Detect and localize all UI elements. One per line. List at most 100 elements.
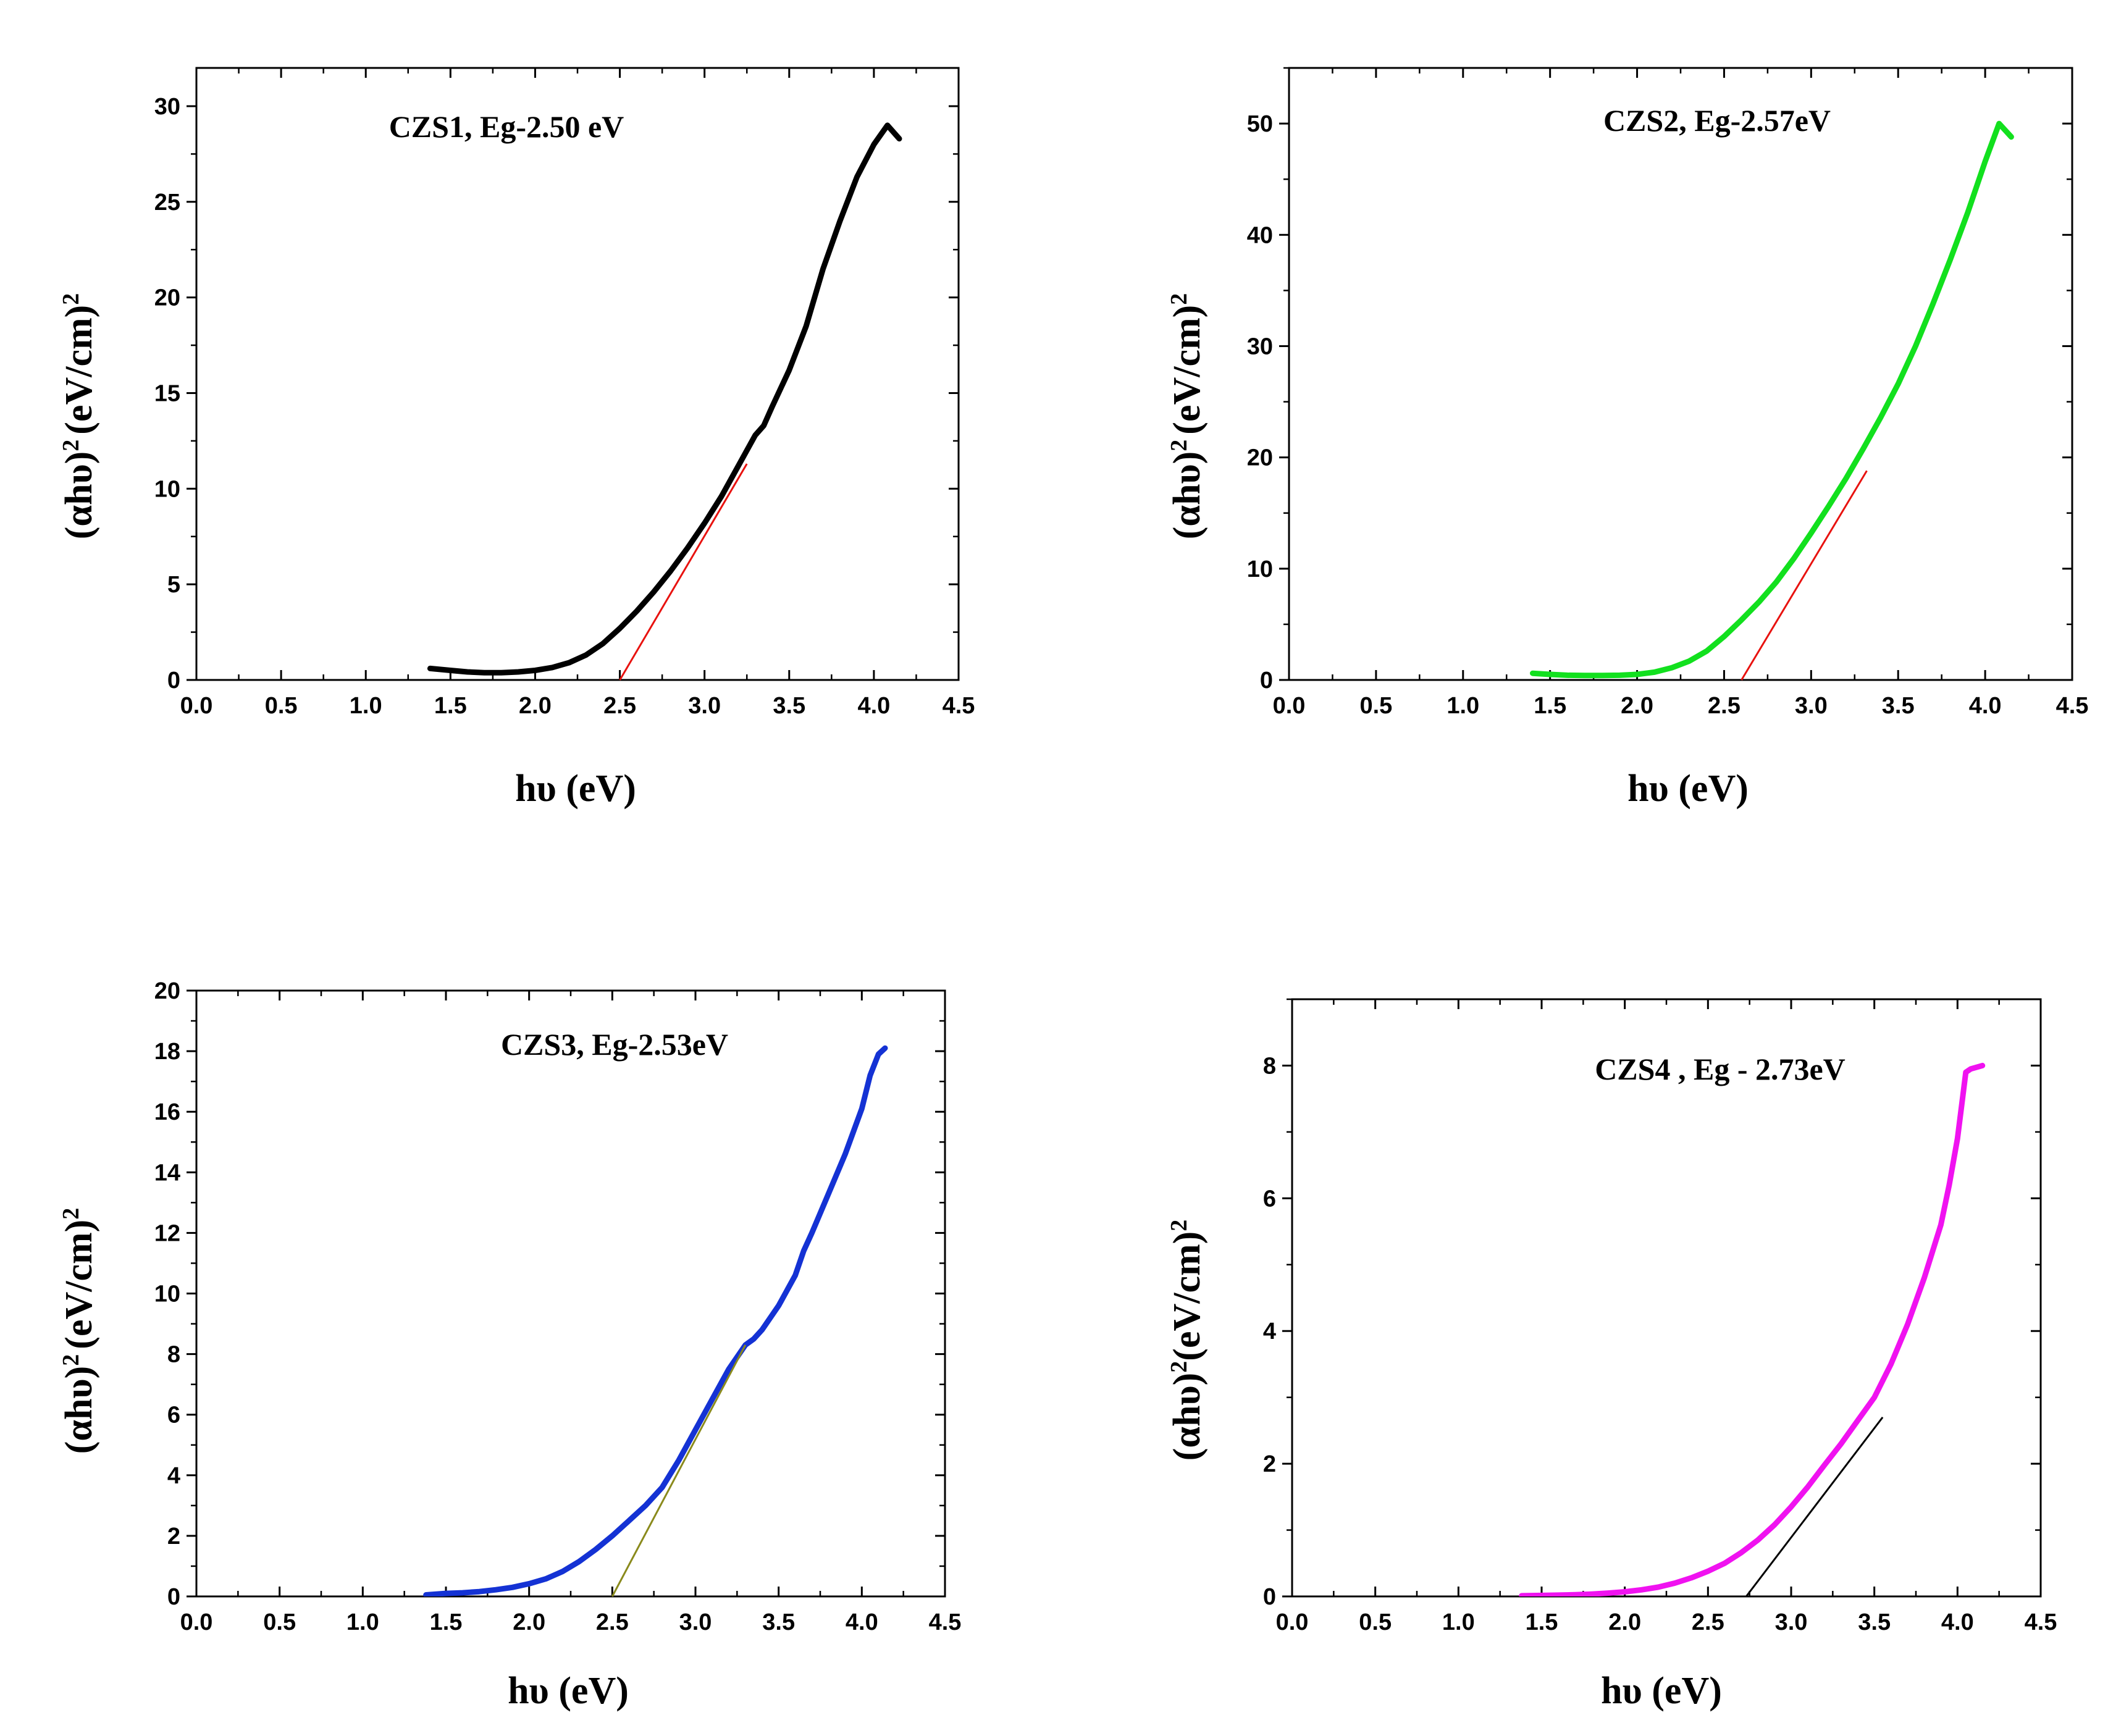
x-axis-label: hυ (eV) [515, 768, 636, 810]
chart-panel-czs3: CZS3, Eg-2.53eV hυ (eV) (αhυ)2(eV/cm)2 0… [58, 978, 961, 1712]
x-tick-label: 0.0 [1273, 693, 1306, 719]
y-tick-label: 20 [1247, 445, 1273, 471]
x-tick-label: 4.0 [857, 693, 890, 719]
x-tick-label: 3.5 [762, 1609, 795, 1635]
x-tick-label: 2.5 [596, 1609, 629, 1635]
x-tick-label: 4.5 [2056, 693, 2089, 719]
x-axis-label: hυ (eV) [508, 1670, 629, 1712]
data-series-line [1530, 120, 2014, 679]
x-tick-label: 0.0 [180, 1609, 213, 1635]
y-axis-label-unit: (eV/cm) [1166, 305, 1208, 435]
y-tick-label: 12 [154, 1220, 180, 1246]
y-tick-label: 15 [154, 380, 180, 406]
chart-title: CZS1, Eg-2.50 eV [389, 109, 624, 144]
chart-panel-czs1: CZS1, Eg-2.50 eV hυ (eV) (αhυ)2(eV/cm)2 … [58, 67, 975, 810]
x-tick-label: 4.5 [943, 693, 975, 719]
y-tick-label: 40 [1247, 222, 1273, 248]
y-tick-label: 2 [167, 1524, 180, 1549]
chart-title: CZS4 , Eg - 2.73eV [1595, 1052, 1846, 1086]
y-axis-label: (αhυ)2(eV/cm)2 [58, 1208, 100, 1454]
y-tick-label: 10 [154, 476, 180, 502]
x-tick-label: 4.5 [929, 1609, 962, 1635]
x-tick-label: 0.5 [265, 693, 298, 719]
y-tick-label: 4 [167, 1463, 180, 1489]
y-tick-label: 2 [1263, 1451, 1276, 1477]
y-axis-label-sup: 2 [58, 440, 84, 451]
x-tick-label: 0.5 [1359, 693, 1392, 719]
y-axis-label-unit-sup: 2 [58, 1208, 84, 1220]
y-axis-label-unit-sup: 2 [58, 293, 84, 305]
y-axis-label-main: (αhυ) [58, 451, 100, 540]
bandgap-fit-line [611, 1344, 747, 1597]
x-tick-label: 1.5 [1526, 1609, 1558, 1635]
y-tick-label: 16 [154, 1099, 180, 1125]
y-axis-label: (αhυ)2(eV/cm)2 [1166, 293, 1208, 540]
chart-panel-czs2: CZS2, Eg-2.57eV hυ (eV) (αhυ)2(eV/cm)2 0… [1166, 67, 2089, 810]
x-tick-label: 3.5 [773, 693, 805, 719]
x-tick-label: 3.0 [1795, 693, 1828, 719]
y-tick-label: 8 [1263, 1053, 1276, 1079]
x-tick-label: 2.5 [603, 693, 636, 719]
y-axis-label-sup: 2 [1166, 1361, 1192, 1373]
bandgap-fit-line [1741, 470, 1868, 681]
svg-text:(αhυ)2(eV/cm)2: (αhυ)2(eV/cm)2 [1166, 1220, 1208, 1461]
chart-title: CZS2, Eg-2.57eV [1603, 103, 1831, 138]
x-tick-label: 1.5 [1534, 693, 1566, 719]
x-tick-label: 2.5 [1692, 1609, 1724, 1635]
x-tick-label: 2.0 [1621, 693, 1653, 719]
svg-text:(αhυ)2(eV/cm)2: (αhυ)2(eV/cm)2 [58, 1208, 100, 1454]
y-tick-label: 50 [1247, 111, 1273, 137]
y-axis-label-unit-sup: 2 [1166, 1220, 1192, 1231]
x-tick-label: 4.0 [1969, 693, 2002, 719]
data-series-line [427, 122, 902, 676]
svg-text:(αhυ)2(eV/cm)2: (αhυ)2(eV/cm)2 [1166, 293, 1208, 540]
y-tick-label: 6 [1263, 1186, 1276, 1212]
x-tick-label: 4.0 [846, 1609, 878, 1635]
chart-title: CZS3, Eg-2.53eV [501, 1027, 728, 1062]
bandgap-fit-line [1745, 1416, 1884, 1597]
x-tick-label: 1.5 [430, 1609, 463, 1635]
y-tick-label: 20 [154, 285, 180, 311]
chart-panel-czs4: CZS4 , Eg - 2.73eV hυ (eV) (αhυ)2(eV/cm)… [1166, 998, 2057, 1712]
y-tick-label: 30 [154, 94, 180, 120]
x-tick-label: 3.0 [1775, 1609, 1808, 1635]
x-tick-label: 0.5 [263, 1609, 296, 1635]
x-tick-label: 2.0 [519, 693, 552, 719]
x-tick-label: 1.0 [1447, 693, 1479, 719]
y-tick-label: 10 [1247, 556, 1273, 582]
x-tick-label: 1.0 [350, 693, 382, 719]
x-axis-label: hυ (eV) [1601, 1670, 1722, 1712]
y-axis-label-unit: (eV/cm) [1166, 1231, 1208, 1361]
y-axis-label-sup: 2 [1166, 440, 1192, 451]
y-tick-label: 5 [167, 572, 180, 598]
y-axis-label-unit: (eV/cm) [58, 305, 100, 435]
x-tick-label: 1.0 [346, 1609, 379, 1635]
y-tick-label: 0 [1260, 668, 1273, 694]
y-tick-label: 20 [154, 978, 180, 1004]
y-axis-label-sup: 2 [58, 1354, 84, 1366]
x-tick-label: 3.0 [688, 693, 721, 719]
y-tick-label: 10 [154, 1281, 180, 1307]
x-tick-label: 4.5 [2025, 1609, 2057, 1635]
x-tick-label: 2.0 [1608, 1609, 1641, 1635]
x-tick-label: 1.5 [434, 693, 467, 719]
y-axis-label-unit: (eV/cm) [58, 1220, 100, 1349]
y-tick-label: 8 [167, 1342, 180, 1368]
y-axis-label-main: (αhυ) [58, 1366, 100, 1454]
y-axis-label: (αhυ)2(eV/cm)2 [58, 293, 100, 540]
y-tick-label: 0 [1263, 1584, 1276, 1610]
y-axis-label-main: (αhυ) [1166, 451, 1208, 540]
bandgap-fit-line [619, 463, 748, 681]
svg-text:(αhυ)2(eV/cm)2: (αhυ)2(eV/cm)2 [58, 293, 100, 540]
y-tick-label: 14 [154, 1160, 180, 1186]
y-tick-label: 0 [167, 668, 180, 694]
y-axis-label: (αhυ)2(eV/cm)2 [1166, 1220, 1208, 1461]
y-tick-label: 25 [154, 190, 180, 216]
data-series-line [423, 1045, 888, 1596]
x-tick-label: 0.0 [180, 693, 213, 719]
y-axis-label-main: (αhυ) [1166, 1373, 1208, 1461]
x-axis-label: hυ (eV) [1627, 768, 1749, 810]
y-tick-label: 4 [1263, 1319, 1276, 1344]
